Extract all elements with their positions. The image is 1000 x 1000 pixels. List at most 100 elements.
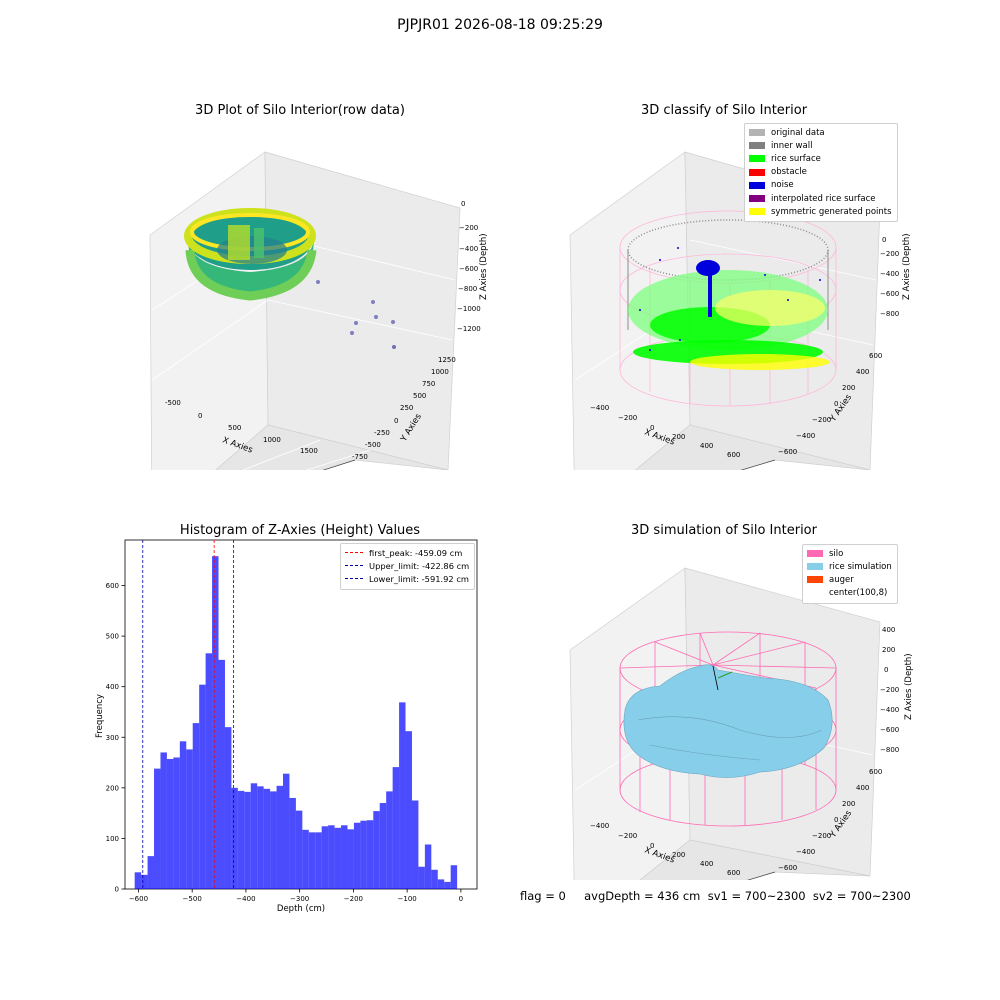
p2-ytick: −400 — [796, 432, 815, 440]
p2-ztick: −800 — [880, 310, 899, 318]
p1-ztick: −200 — [459, 224, 478, 232]
p4-xtick: 400 — [700, 860, 713, 868]
y-tick-label: 500 — [106, 633, 119, 641]
p4-xtick: −400 — [590, 822, 609, 830]
histogram-bar — [399, 702, 406, 889]
legend-label: silo — [829, 548, 844, 559]
figure-suptitle: PJPJR01 2026-08-18 09:25:29 — [397, 17, 603, 33]
legend-line — [345, 565, 363, 567]
p2-xtick: 0 — [650, 424, 654, 432]
p2-ztick: −200 — [880, 250, 899, 258]
histogram-ylabel: Frequency — [95, 694, 105, 738]
histogram-bar — [373, 811, 380, 889]
panel1-title: 3D Plot of Silo Interior(row data) — [195, 103, 405, 118]
p1-raw-point-cloud — [184, 208, 396, 349]
p4-ytick: 200 — [842, 800, 855, 808]
p4-auger — [712, 665, 733, 691]
p2-ztick: −400 — [880, 270, 899, 278]
legend-item: first_peak: -459.09 cm — [345, 546, 469, 559]
legend-label: interpolated rice surface — [771, 193, 876, 204]
histogram-bar — [257, 786, 264, 889]
p4-xtick: 200 — [672, 851, 685, 859]
p1-xtick: -500 — [165, 399, 181, 407]
histogram-bar — [347, 829, 354, 889]
legend-swatch — [807, 576, 823, 584]
histogram-bar — [141, 874, 148, 889]
legend-swatch — [807, 563, 823, 571]
p4-ztick: 400 — [882, 626, 895, 634]
p1-ytick: 500 — [413, 392, 426, 400]
p2-xtick: −400 — [590, 404, 609, 412]
histogram-bar — [353, 822, 361, 889]
legend-label: center(100,8) — [829, 588, 888, 599]
legend-label: obstacle — [771, 167, 807, 178]
panel4-title: 3D simulation of Silo Interior — [631, 523, 817, 538]
histogram-bar — [154, 768, 161, 889]
p1-ytick: 250 — [400, 404, 413, 412]
histogram-bar — [270, 791, 277, 889]
histogram-bar — [405, 731, 412, 889]
y-tick-label: 300 — [106, 734, 119, 742]
histogram-bar — [212, 556, 219, 889]
histogram-bar — [237, 790, 245, 889]
legend-label: inner wall — [771, 140, 813, 151]
p2-xtick: 200 — [672, 433, 685, 441]
legend-item: symmetric generated points — [749, 205, 892, 218]
p2-ytick: 400 — [856, 368, 869, 376]
histogram-xlabel: Depth (cm) — [277, 904, 325, 914]
p2-ytick: 200 — [842, 384, 855, 392]
p2-ztick: 0 — [882, 236, 886, 244]
p1-xtick: 1000 — [263, 436, 281, 444]
histogram-bar — [295, 810, 303, 889]
histogram-bar — [250, 783, 258, 889]
p4-ztick: −400 — [880, 706, 899, 714]
histogram-bar — [218, 659, 225, 889]
histogram-bar — [186, 749, 193, 889]
histogram-bar — [418, 866, 425, 889]
x-tick-label: −500 — [183, 895, 202, 903]
legend-item: rice simulation — [807, 560, 892, 573]
p1-ztick: −800 — [458, 285, 477, 293]
histogram-bar — [444, 881, 451, 889]
status-footer: flag = 0 avgDepth = 436 cm sv1 = 700~230… — [520, 889, 911, 903]
histogram-bar — [431, 869, 438, 889]
p2-axes-box — [569, 151, 881, 470]
legend-line — [345, 578, 363, 580]
panel4-3d-plot: −400 −200 0 200 400 600 −600 −400 −200 0… — [569, 567, 914, 880]
histogram-chart: −600 −500 −400 −300 −200 −100 0 0 100 200 300 400 50… — [95, 539, 478, 914]
p2-xtick: 400 — [700, 442, 713, 450]
histogram-bar — [424, 844, 432, 889]
legend-item: Upper_limit: -422.86 cm — [345, 559, 469, 572]
p2-ytick: −600 — [778, 448, 797, 456]
legend-item: obstacle — [749, 166, 892, 179]
p4-xtick: 600 — [727, 869, 740, 877]
legend-label: rice simulation — [829, 561, 892, 572]
p1-xtick: 500 — [228, 424, 241, 432]
p4-ztick: −200 — [880, 686, 899, 694]
histogram-bar — [328, 825, 335, 889]
panel4-legend: silo rice simulation auger center(100,8) — [802, 544, 898, 604]
panel2-title: 3D classify of Silo Interior — [640, 103, 808, 118]
p1-xtick: 1500 — [300, 447, 318, 455]
histogram-bar — [263, 788, 271, 889]
legend-label: noise — [771, 180, 794, 191]
legend-item: rice surface — [749, 152, 892, 165]
y-tick-label: 0 — [115, 886, 119, 894]
histogram-bar — [302, 829, 309, 889]
legend-label: original data — [771, 127, 825, 138]
p2-inner-wall-points — [627, 219, 829, 330]
histogram-bar — [166, 759, 174, 889]
legend-swatch — [749, 168, 765, 176]
legend-label: Upper_limit: -422.86 cm — [369, 560, 470, 571]
histogram-bar — [450, 865, 458, 889]
p1-ztick: −1000 — [457, 305, 481, 313]
p1-ytick: -750 — [352, 453, 368, 461]
legend-swatch — [749, 181, 765, 189]
p1-ztick: −400 — [459, 245, 478, 253]
histogram-bar — [205, 653, 213, 889]
x-tick-label: −100 — [398, 895, 417, 903]
p4-ztick: −600 — [880, 726, 899, 734]
legend-item: silo — [807, 547, 892, 560]
p4-ztick: 0 — [884, 666, 888, 674]
y-tick-label: 200 — [106, 784, 119, 792]
